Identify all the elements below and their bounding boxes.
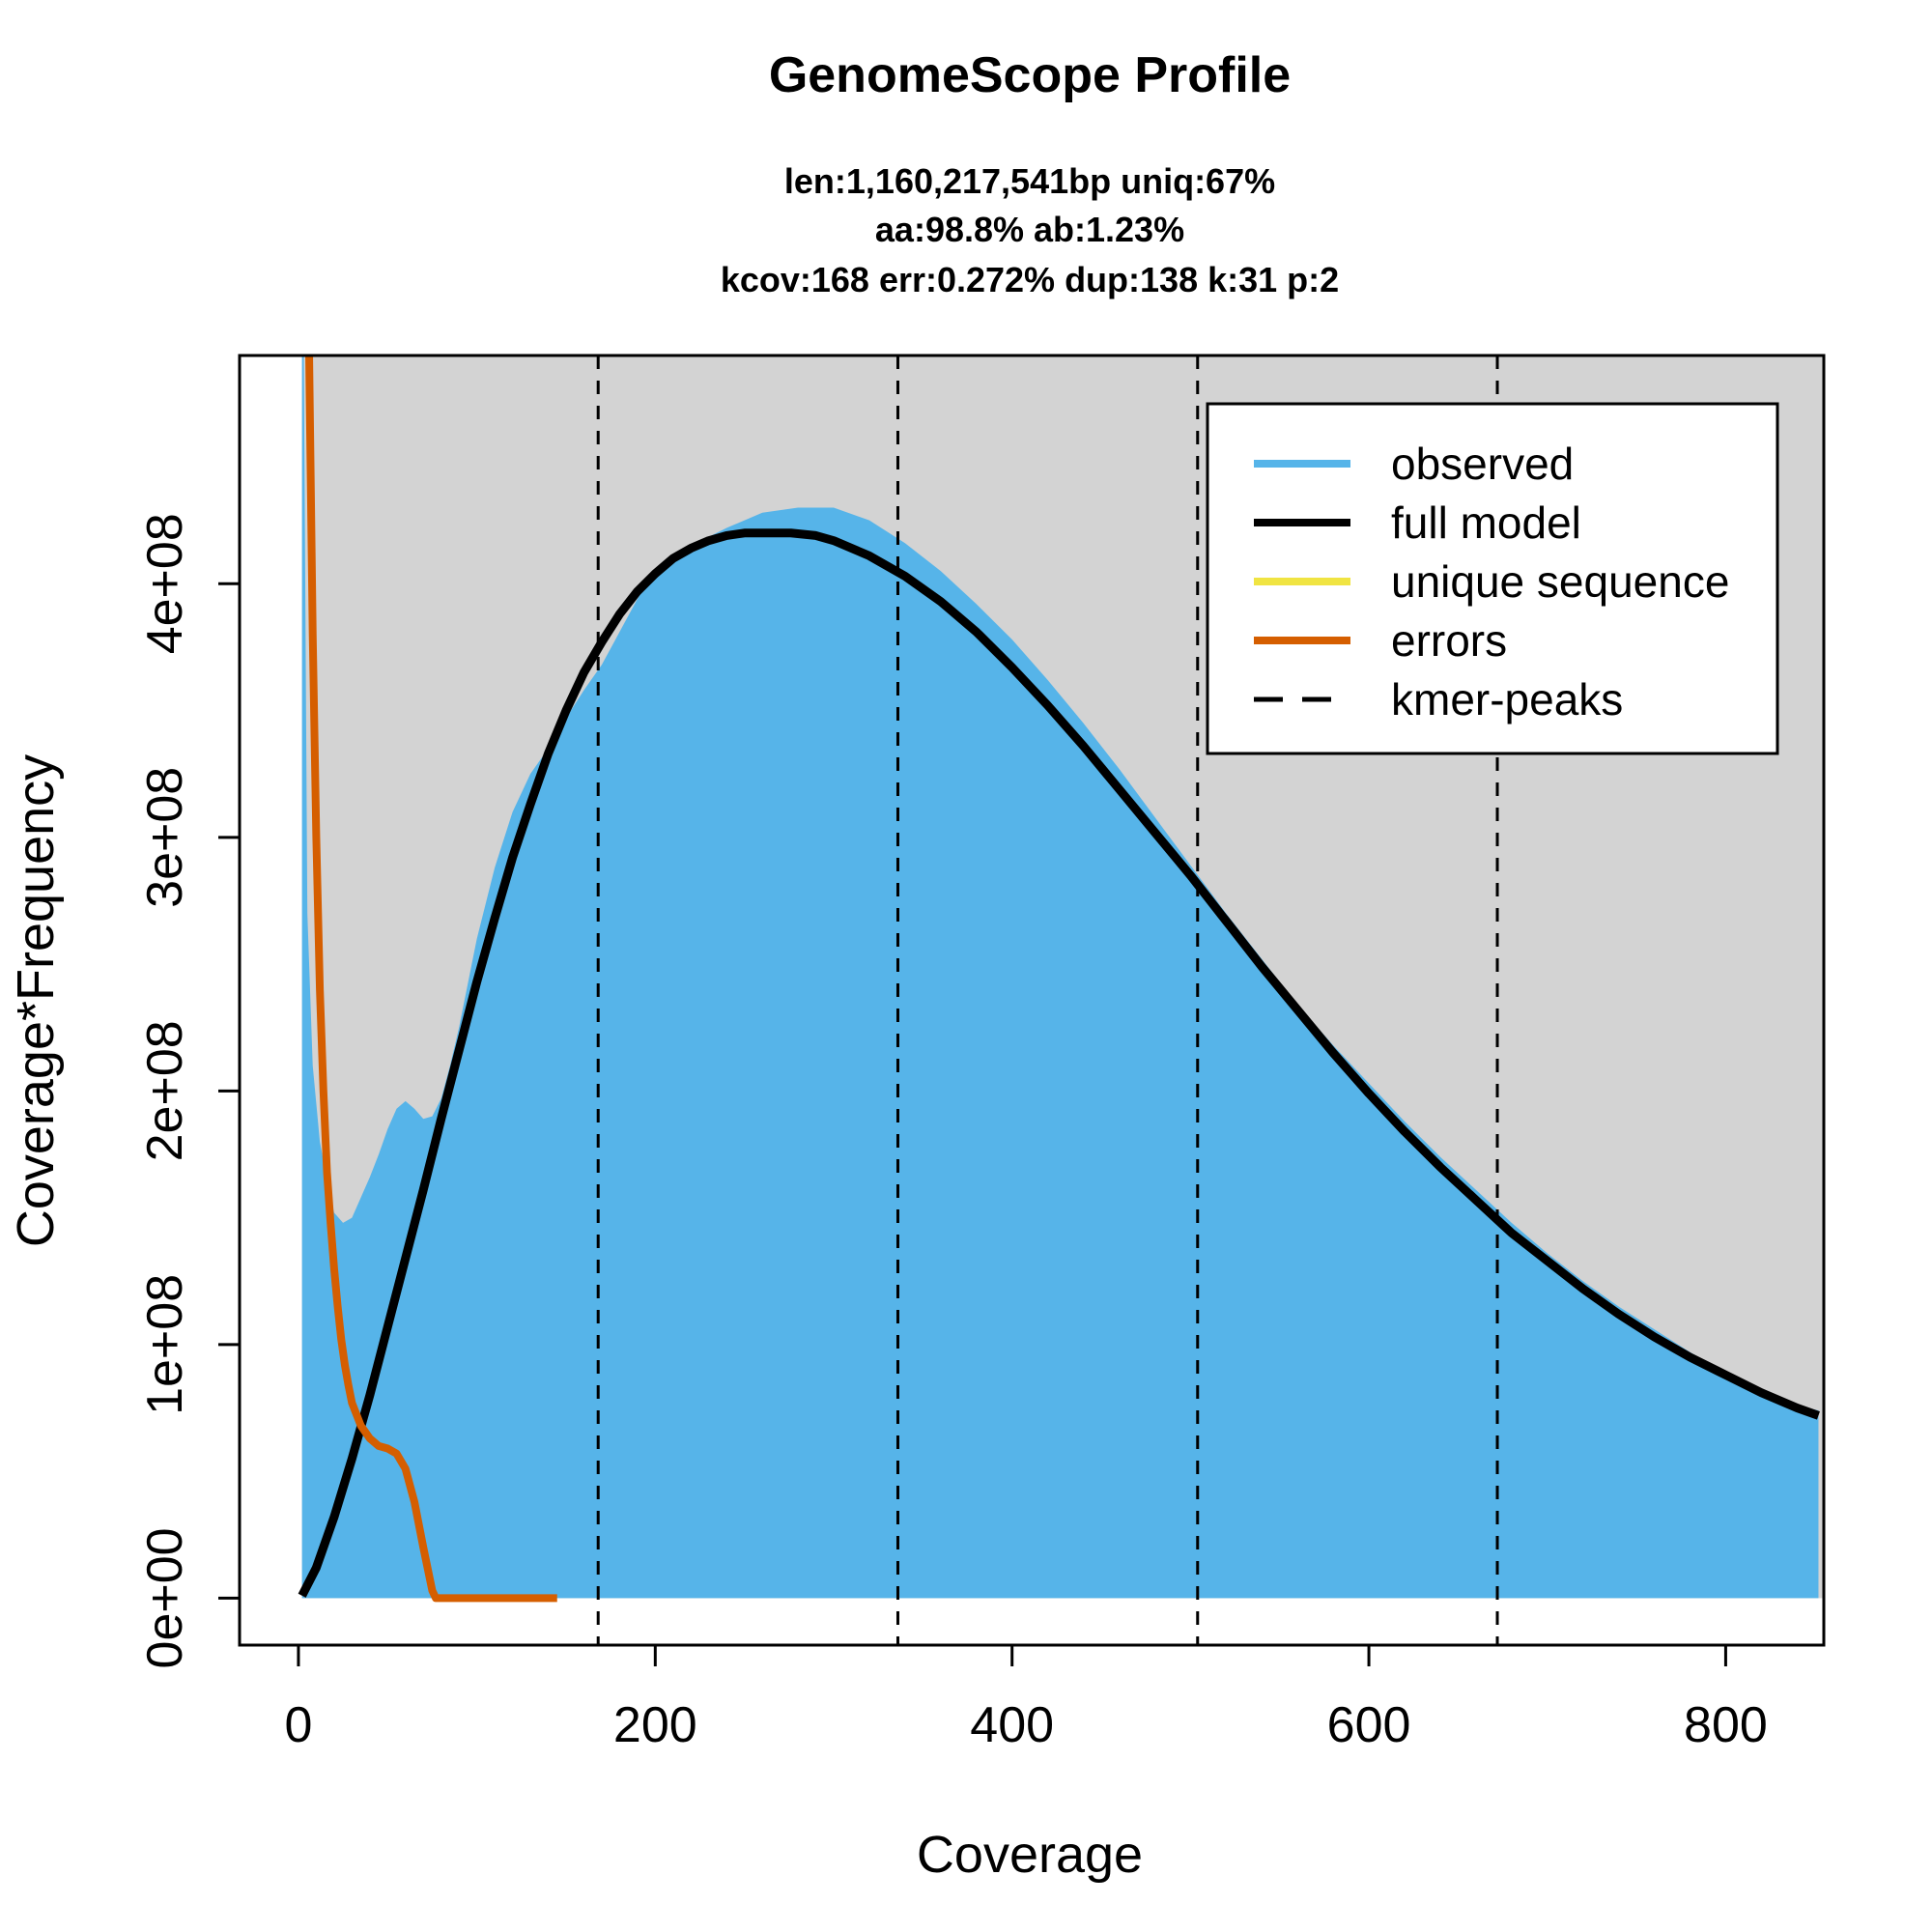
legend-label: observed <box>1391 439 1574 489</box>
x-tick-label: 600 <box>1327 1697 1411 1753</box>
y-tick-label: 1e+08 <box>137 1274 193 1415</box>
left-blank-strip <box>240 355 302 1645</box>
x-axis-label: Coverage <box>917 1826 1143 1884</box>
legend-label: kmer-peaks <box>1391 674 1623 724</box>
chart-title: GenomeScope Profile <box>769 47 1291 103</box>
full-model-line <box>298 528 1820 1598</box>
legend: observed full model unique sequence errors k… <box>1206 402 1779 755</box>
chart-subtitle-line-2: aa:98.8% ab:1.23% <box>875 210 1184 249</box>
y-tick-label: 2e+08 <box>137 1020 193 1161</box>
legend-label: unique sequence <box>1391 556 1729 607</box>
x-tick-label: 200 <box>613 1697 697 1753</box>
y-tick-label: 3e+08 <box>137 767 193 908</box>
y-axis-label: Coverage*Frequency <box>7 754 65 1247</box>
errors-line <box>305 355 557 1603</box>
legend-label: errors <box>1391 615 1507 666</box>
plot-white-strips <box>240 355 1824 1645</box>
chart-subtitle-line-3: kcov:168 err:0.272% dup:138 k:31 p:2 <box>721 260 1339 299</box>
legend-label: full model <box>1391 497 1581 548</box>
x-tick-label: 800 <box>1684 1697 1768 1753</box>
y-tick-label: 4e+08 <box>137 513 193 654</box>
x-axis: 0 200 400 600 800 <box>284 1645 1768 1753</box>
x-tick-label: 400 <box>970 1697 1054 1753</box>
chart-subtitle-line-1: len:1,160,217,541bp uniq:67% <box>784 161 1275 201</box>
observed-area <box>301 355 1819 1599</box>
y-axis: 0e+00 1e+08 2e+08 3e+08 4e+08 <box>137 513 240 1668</box>
bottom-blank-strip <box>240 1598 1824 1645</box>
plot-frame <box>238 354 1826 1647</box>
x-tick-label: 0 <box>284 1697 312 1753</box>
y-tick-label: 0e+00 <box>137 1527 193 1668</box>
